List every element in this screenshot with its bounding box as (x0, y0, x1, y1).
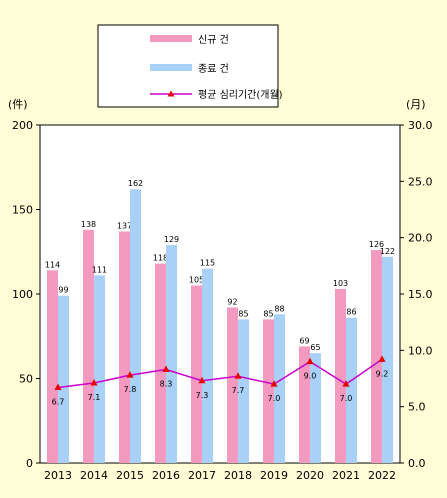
bar-new (119, 231, 130, 463)
bar-new (155, 263, 166, 463)
duration-label: 8.3 (160, 379, 173, 388)
bar-new (335, 288, 346, 463)
bar-closed (58, 295, 69, 463)
bar-closed (94, 275, 105, 463)
x-tick-label: 2019 (260, 469, 288, 482)
duration-point (378, 355, 386, 362)
duration-label: 9.2 (376, 369, 389, 378)
legend-label-closed: 종료 건 (198, 63, 229, 75)
bar-label-new: 103 (333, 279, 348, 288)
x-tick-label: 2020 (296, 469, 324, 482)
duration-label: 7.1 (88, 393, 101, 402)
right-axis-unit: (月) (406, 98, 426, 111)
duration-point (126, 371, 134, 378)
bar-label-new: 92 (227, 298, 237, 307)
legend-label-new: 신규 건 (198, 34, 229, 46)
legend-swatch-closed (150, 64, 192, 71)
left-tick-label: 150 (12, 204, 33, 217)
left-tick-label: 100 (12, 288, 33, 301)
bar-closed (382, 256, 393, 463)
duration-label: 7.0 (268, 394, 281, 403)
legend-label-duration: 평균 심리기간(개월) (198, 89, 283, 101)
right-tick-label: 10.0 (408, 344, 433, 357)
bar-new (191, 285, 202, 463)
bar-new (299, 346, 310, 463)
bar-new (227, 307, 238, 463)
x-axis-ticks: 2013 2014 2015 2016 2017 2018 2019 2020 2021 2022 (44, 469, 396, 482)
bar-label-closed: 99 (58, 286, 68, 295)
bar-label-new: 85 (263, 309, 273, 318)
right-tick-label: 5.0 (408, 401, 426, 414)
bar-label-closed: 111 (92, 265, 107, 274)
bar-closed (166, 244, 177, 463)
duration-label: 9.0 (304, 372, 317, 381)
duration-label: 7.3 (196, 391, 209, 400)
x-tick-label: 2014 (80, 469, 108, 482)
bar-new (263, 319, 274, 463)
legend: 신규 건 종료 건 평균 심리기간(개월) (97, 24, 283, 108)
left-tick-label: 200 (12, 119, 33, 132)
right-tick-label: 0.0 (408, 457, 426, 470)
duration-line-path (57, 358, 383, 389)
bar-closed (310, 353, 321, 463)
bar-label-new: 105 (189, 276, 204, 285)
duration-point (198, 376, 206, 384)
right-tick-label: 25.0 (408, 175, 433, 188)
bar-label-closed: 86 (346, 308, 356, 317)
bar-closed (274, 314, 285, 463)
bar-label-new: 118 (153, 254, 168, 263)
bar-label-closed: 65 (310, 343, 320, 352)
right-axis-ticks: 0.0 5.0 10.0 15.0 20.0 25.0 30.0 (400, 119, 433, 470)
duration-point (270, 380, 278, 387)
x-tick-label: 2016 (152, 469, 180, 482)
x-tick-label: 2017 (188, 469, 216, 482)
bar-label-closed: 122 (380, 247, 395, 256)
duration-point (342, 380, 350, 387)
x-tick-label: 2022 (368, 469, 396, 482)
bar-label-new: 138 (81, 220, 96, 229)
bar-closed (238, 319, 249, 463)
bar-closed (130, 189, 141, 463)
bar-new (83, 229, 94, 463)
right-tick-label: 15.0 (408, 288, 433, 301)
right-tick-label: 20.0 (408, 232, 433, 245)
bar-new (371, 250, 382, 463)
left-axis-unit: (件) (8, 98, 28, 111)
bar-label-new: 126 (369, 240, 384, 249)
bar-label-closed: 85 (238, 309, 248, 318)
left-axis-ticks: 0 50 100 150 200 (12, 119, 40, 470)
duration-label: 7.8 (124, 385, 137, 394)
x-tick-label: 2018 (224, 469, 252, 482)
duration-label: 7.0 (340, 394, 353, 403)
bar-closed (346, 317, 357, 463)
duration-line: 6.7 7.1 7.8 8.3 7.3 7.7 7.0 9.0 7.0 9.2 (52, 355, 389, 407)
legend-swatch-new (150, 35, 192, 42)
x-tick-label: 2015 (116, 469, 144, 482)
bar-closed (202, 268, 213, 463)
duration-point (162, 365, 170, 372)
bar-label-new: 69 (299, 336, 309, 345)
x-tick-label: 2021 (332, 469, 360, 482)
bar-label-new: 114 (45, 260, 60, 269)
bar-label-closed: 129 (164, 235, 179, 244)
bar-label-new: 137 (117, 221, 132, 230)
left-tick-label: 0 (26, 457, 33, 470)
duration-label: 7.7 (232, 386, 245, 395)
bar-label-closed: 88 (274, 304, 284, 313)
bar-label-closed: 162 (128, 179, 143, 188)
bar-new (47, 270, 58, 463)
bar-label-closed: 115 (200, 259, 215, 268)
x-tick-label: 2013 (44, 469, 72, 482)
duration-point (90, 379, 98, 386)
left-tick-label: 50 (19, 373, 33, 386)
duration-point (306, 357, 314, 365)
duration-label: 6.7 (52, 398, 65, 407)
duration-point (54, 383, 62, 391)
duration-point (234, 372, 242, 379)
right-tick-label: 30.0 (408, 119, 433, 132)
legend-marker-duration (167, 90, 175, 97)
